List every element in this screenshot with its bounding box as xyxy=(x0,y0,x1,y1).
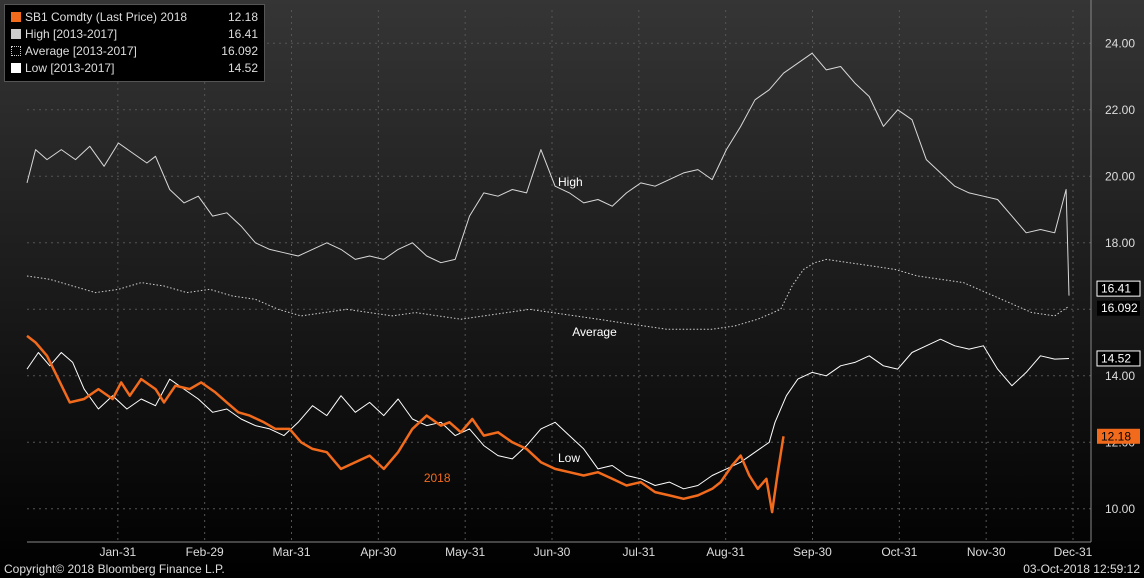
value-label-text: 16.092 xyxy=(1101,301,1138,315)
legend-item-low: Low [2013-2017] 14.52 xyxy=(11,59,258,76)
series-annotation: 2018 xyxy=(424,471,451,485)
legend-value: 14.52 xyxy=(227,60,258,75)
x-tick-label: Sep-30 xyxy=(793,545,832,559)
legend-value: 16.092 xyxy=(221,43,258,58)
y-tick-label: 22.00 xyxy=(1105,103,1135,117)
y-tick-label: 20.00 xyxy=(1105,169,1135,183)
series-annotation: Low xyxy=(558,451,580,465)
x-tick-label: Dec-31 xyxy=(1054,545,1093,559)
value-label-box xyxy=(1097,428,1140,444)
value-label: 12.18 xyxy=(1097,428,1140,444)
x-tick-label: Jan-31 xyxy=(99,545,136,559)
value-label-text: 12.18 xyxy=(1101,429,1131,443)
grid xyxy=(27,10,1091,542)
legend-item-average: Average [2013-2017] 16.092 xyxy=(11,42,258,59)
value-label-box xyxy=(1096,280,1141,297)
value-label-box xyxy=(1096,350,1141,367)
legend-swatch-high xyxy=(11,28,21,39)
timestamp-text: 03-Oct-2018 12:59:12 xyxy=(1023,562,1140,576)
legend-swatch-average xyxy=(11,45,21,56)
legend-item-last-price: SB1 Comdty (Last Price) 2018 12.18 xyxy=(11,8,258,25)
y-tick-label: 14.00 xyxy=(1105,369,1135,383)
copyright-text: Copyright© 2018 Bloomberg Finance L.P. xyxy=(4,562,225,576)
legend-label: SB1 Comdty (Last Price) 2018 xyxy=(25,9,188,24)
value-label-text: 16.41 xyxy=(1101,282,1131,296)
x-tick-label: Aug-31 xyxy=(706,545,745,559)
legend-label: Low [2013-2017] xyxy=(25,60,115,75)
x-tick-label: Nov-30 xyxy=(967,545,1006,559)
legend-value: 16.41 xyxy=(227,26,258,41)
x-tick-label: May-31 xyxy=(445,545,485,559)
series-line-last-price xyxy=(26,334,785,514)
value-labels-group: 16.41 16.092 14.52 12.18 xyxy=(1096,280,1141,444)
legend-item-high: High [2013-2017] 16.41 xyxy=(11,25,258,42)
legend-swatch-low xyxy=(11,62,21,73)
legend-value: 12.18 xyxy=(227,9,258,24)
series-line-high xyxy=(26,52,1070,296)
series-group xyxy=(26,52,1070,514)
x-tick-label: Apr-30 xyxy=(360,545,396,559)
x-tick-label: Feb-29 xyxy=(186,545,224,559)
x-tick-label: Jun-30 xyxy=(534,545,571,559)
y-tick-label: 24.00 xyxy=(1105,36,1135,50)
x-tick-label: Oct-31 xyxy=(881,545,917,559)
series-annotation: High xyxy=(558,175,583,189)
series-annotation: Average xyxy=(572,325,617,339)
value-label: 14.52 xyxy=(1096,350,1141,367)
legend-swatch-last-price xyxy=(11,11,21,22)
legend-label: High [2013-2017] xyxy=(25,26,118,41)
series-line-average xyxy=(26,258,1070,330)
annotations-group: High Average Low 2018 xyxy=(424,175,617,485)
x-axis: Jan-31 Feb-29 Mar-31 Apr-30 May-31 Jun-30 Jul-… xyxy=(27,541,1093,559)
y-tick-label: 10.00 xyxy=(1105,502,1135,516)
x-tick-label: Mar-31 xyxy=(272,545,310,559)
value-label-text: 14.52 xyxy=(1101,351,1131,365)
value-label-box xyxy=(1097,300,1140,316)
x-tick-label: Jul-31 xyxy=(622,545,655,559)
legend-label: Average [2013-2017] xyxy=(25,43,137,58)
value-label: 16.092 xyxy=(1097,300,1140,316)
value-label: 16.41 xyxy=(1096,280,1141,297)
series-line-low xyxy=(26,338,1070,490)
y-tick-label: 18.00 xyxy=(1105,236,1135,250)
legend: SB1 Comdty (Last Price) 2018 12.18 High … xyxy=(4,4,265,82)
